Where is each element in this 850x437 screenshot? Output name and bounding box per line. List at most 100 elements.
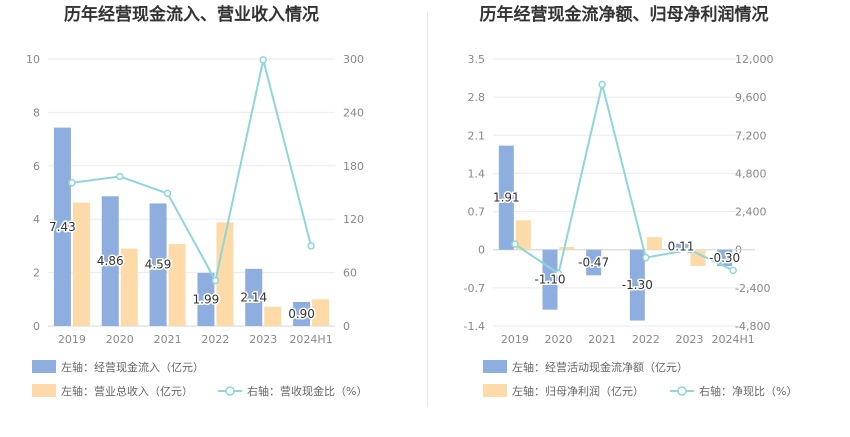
- bar-primary: [245, 268, 263, 326]
- y-right-tick-label: 180: [343, 160, 364, 173]
- legend-label: 左轴：营业总收入（亿元）: [61, 384, 193, 398]
- legend-swatch: [32, 360, 56, 373]
- y-left-tick-label: 0.7: [468, 206, 486, 219]
- data-label: -1.30: [622, 278, 653, 292]
- y-right-tick-label: 9,600: [735, 91, 767, 104]
- ratio-line: [71, 59, 313, 284]
- y-left-tick-label: 2.1: [468, 129, 486, 142]
- y-right-tick-label: 240: [343, 106, 364, 119]
- data-label: 0.11: [668, 240, 695, 254]
- y-right-tick-label: 4,800: [735, 167, 767, 180]
- y-right-tick-label: 120: [343, 213, 364, 226]
- y-left-tick-label: 2: [33, 267, 40, 280]
- legend-swatch: [483, 384, 507, 397]
- bar-secondary: [559, 246, 575, 250]
- legend-label: 左轴：经营活动现金流净额（亿元）: [512, 360, 688, 374]
- y-right-tick-label: 12,000: [735, 53, 774, 66]
- ratio-point: [116, 172, 124, 181]
- y-left-tick-label: 4: [33, 213, 40, 226]
- y-left-tick-label: 10: [26, 53, 40, 66]
- bar-secondary: [646, 237, 662, 250]
- bar-secondary: [312, 299, 330, 326]
- y-right-tick-label: 0: [343, 320, 350, 333]
- ratio-line: [514, 84, 734, 276]
- y-left-tick-label: 6: [33, 160, 40, 173]
- y-left-tick-label: 3.5: [468, 53, 486, 66]
- legend-label: 左轴：经营现金流入（亿元）: [61, 360, 204, 374]
- ratio-point: [307, 242, 315, 250]
- y-right-tick-label: -2,400: [735, 282, 770, 295]
- bar-primary: [717, 249, 733, 267]
- data-label: 0.90: [288, 307, 315, 321]
- x-tick-label: 2022: [201, 333, 229, 346]
- legend-label: 右轴：净现比（%）: [699, 384, 797, 398]
- bar-secondary: [216, 222, 234, 326]
- x-tick-label: 2024H1: [712, 333, 755, 346]
- ratio-point: [68, 178, 76, 187]
- legend-swatch: [32, 384, 56, 397]
- ratio-point: [259, 56, 267, 64]
- y-left-tick-label: 1.4: [468, 167, 486, 180]
- y-right-tick-label: 300: [343, 53, 364, 66]
- ratio-point: [729, 266, 737, 275]
- legend-label: 左轴：归母净利润（亿元）: [512, 384, 644, 398]
- bar-secondary: [603, 249, 619, 251]
- y-right-tick-label: 60: [343, 267, 357, 280]
- x-tick-label: 2019: [58, 333, 86, 346]
- chart-net-cash-net-profit: 历年经营现金流净额、归母净利润情况 -1.4 -0.7 0 0.7 1.4 2.1 2.8 3.…: [464, 4, 798, 398]
- bar-primary: [673, 243, 689, 250]
- legend-line-marker: [677, 386, 687, 396]
- bar-primary: [498, 145, 514, 250]
- data-label: 4.59: [145, 258, 172, 272]
- bar-primary: [149, 203, 167, 326]
- y-right-tick-label: 7,200: [735, 129, 767, 142]
- x-tick-label: 2020: [545, 333, 573, 346]
- data-label: -1.10: [534, 273, 565, 287]
- ratio-point: [598, 80, 606, 89]
- y-right-tick-label: -4,800: [735, 320, 770, 333]
- bar-secondary: [72, 202, 90, 326]
- y-left-tick-label: -0.7: [464, 282, 485, 295]
- x-tick-label: 2022: [632, 333, 660, 346]
- chart-title: 历年经营现金流净额、归母净利润情况: [480, 4, 769, 25]
- chart-title: 历年经营现金流入、营业收入情况: [64, 4, 319, 25]
- bar-primary: [101, 196, 119, 326]
- data-label: 2.14: [240, 290, 267, 304]
- data-label: 1.99: [193, 292, 220, 306]
- data-label: 4.86: [97, 254, 124, 268]
- bar-primary: [293, 301, 311, 326]
- ratio-point: [511, 240, 519, 248]
- bar-primary: [53, 127, 71, 326]
- bar-secondary: [168, 244, 186, 326]
- ratio-point: [163, 189, 172, 198]
- bar-primary: [629, 249, 645, 321]
- legend-swatch: [483, 360, 507, 373]
- data-label: -0.30: [709, 251, 740, 265]
- ratio-point: [554, 269, 563, 278]
- x-tick-label: 2019: [501, 333, 529, 346]
- y-left-tick-label: 0: [33, 320, 40, 333]
- ratio-point: [211, 276, 220, 285]
- legend-line-marker: [225, 386, 235, 396]
- data-label: -0.47: [578, 256, 609, 270]
- bar-secondary: [515, 220, 531, 250]
- y-left-tick-label: -1.4: [464, 320, 485, 333]
- legend-label: 右轴：营收现金比（%）: [247, 384, 367, 398]
- data-label: 7.43: [49, 220, 76, 234]
- bar-secondary: [734, 249, 750, 251]
- bar-primary: [586, 249, 602, 276]
- y-left-tick-label: 0: [478, 244, 485, 257]
- bar-primary: [197, 272, 215, 326]
- panel-divider: [427, 12, 428, 407]
- ratio-point: [642, 253, 650, 262]
- y-left-tick-label: 8: [33, 106, 40, 119]
- x-tick-label: 2023: [676, 333, 704, 346]
- x-tick-label: 2021: [154, 333, 182, 346]
- bar-secondary: [690, 249, 706, 267]
- chart-cash-inflow-revenue: 历年经营现金流入、营业收入情况 0 2 4 6 8 10 0 60 120 180 240 300 201…: [26, 4, 367, 398]
- bar-secondary: [120, 248, 138, 326]
- x-tick-label: 2020: [106, 333, 134, 346]
- y-right-tick-label: 2,400: [735, 206, 767, 219]
- x-tick-label: 2021: [588, 333, 616, 346]
